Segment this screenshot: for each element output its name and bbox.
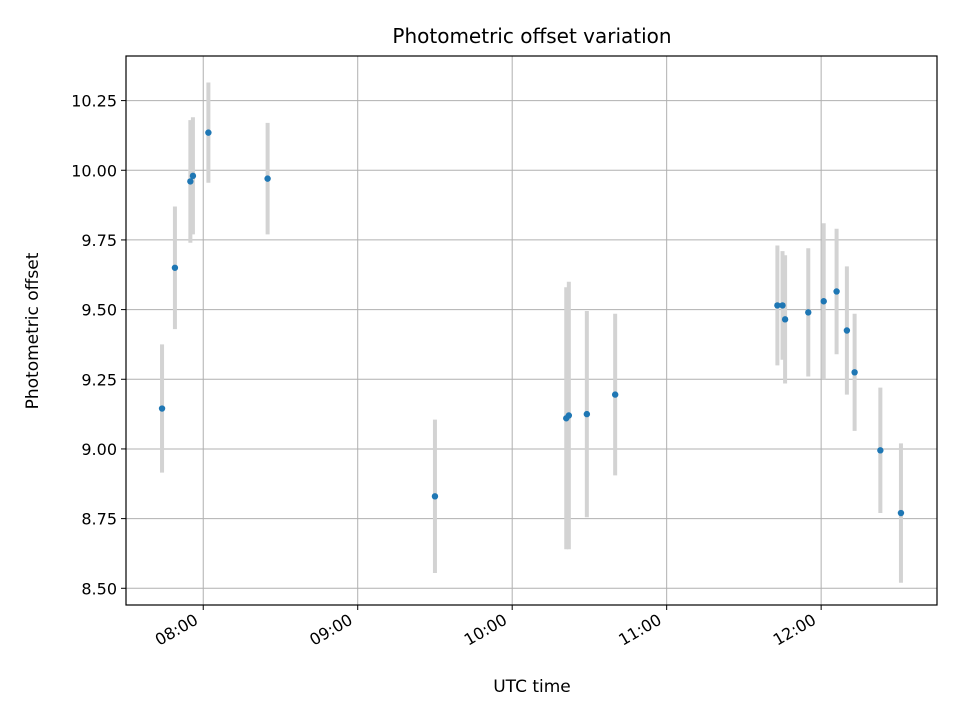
x-tick-label: 11:00 — [615, 610, 664, 650]
data-point — [779, 302, 786, 309]
x-tick-label: 12:00 — [770, 610, 819, 650]
x-axis: 08:00 09:00 10:00 11:00 12:00 — [152, 605, 822, 650]
x-axis-label: UTC time — [493, 677, 571, 697]
data-point — [877, 447, 884, 454]
y-axis-label: Photometric offset — [23, 252, 43, 409]
plot-frame — [125, 55, 938, 606]
y-tick-label: 9.25 — [81, 370, 117, 389]
data-point — [820, 298, 827, 305]
y-tick-label: 8.75 — [81, 510, 117, 529]
data-point — [805, 309, 812, 316]
data-point — [189, 172, 197, 180]
chart-title: Photometric offset variation — [392, 24, 671, 48]
data-point — [565, 412, 573, 419]
data-point — [611, 391, 619, 398]
data-point — [781, 316, 789, 323]
y-tick-label: 10.25 — [71, 92, 117, 111]
data-point — [158, 405, 166, 412]
error-bars — [160, 82, 903, 583]
x-tick-label: 09:00 — [306, 610, 355, 650]
y-tick-label: 9.75 — [81, 231, 117, 250]
data-point — [171, 264, 179, 271]
data-point — [431, 493, 439, 500]
y-tick-label: 10.00 — [71, 161, 117, 180]
x-tick-label: 08:00 — [152, 610, 201, 650]
data-point — [833, 288, 840, 295]
y-axis: 8.50 8.75 9.00 9.25 9.50 9.75 10.00 10.25 — [71, 92, 126, 598]
data-points — [158, 129, 905, 517]
data-point — [774, 302, 781, 309]
data-point — [205, 129, 212, 136]
y-tick-label: 9.50 — [81, 301, 117, 320]
x-tick-label: 10:00 — [461, 610, 510, 650]
data-point — [583, 410, 591, 418]
y-tick-label: 8.50 — [81, 579, 117, 598]
data-point — [851, 369, 858, 376]
data-point — [264, 175, 271, 182]
data-point — [187, 178, 194, 185]
grid-lines — [126, 56, 937, 605]
y-tick-label: 9.00 — [81, 440, 117, 459]
data-point — [843, 327, 851, 334]
data-point — [897, 509, 905, 517]
